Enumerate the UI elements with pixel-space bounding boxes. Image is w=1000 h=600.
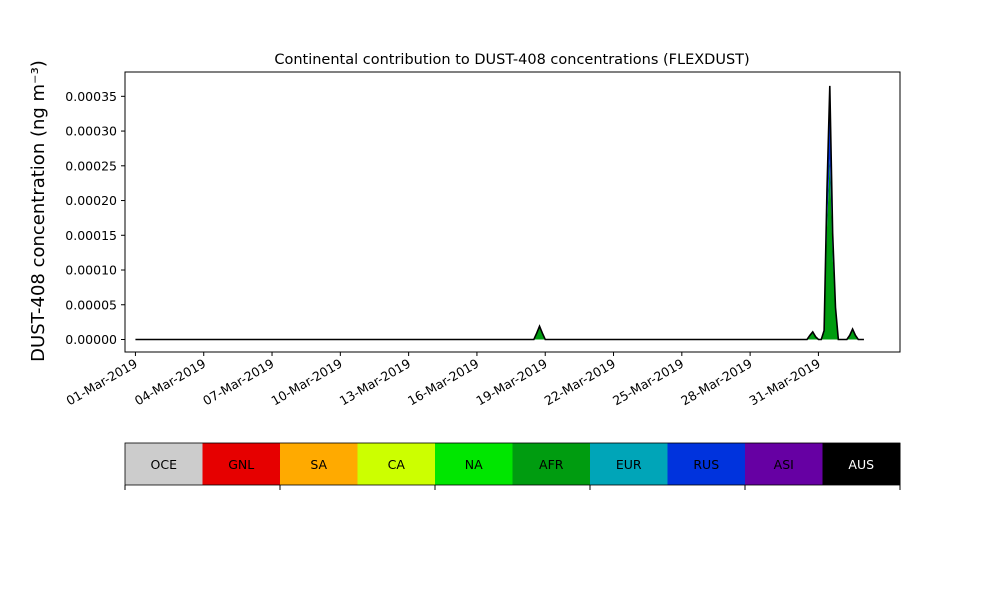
- legend-swatch-afr: [512, 443, 591, 485]
- x-tick-label: 25-Mar-2019: [610, 356, 686, 409]
- legend-label-na: NA: [465, 457, 483, 472]
- y-tick-label: 0.00025: [65, 158, 117, 173]
- legend-label-asi: ASI: [774, 457, 794, 472]
- legend-label-gnl: GNL: [228, 457, 254, 472]
- legend-label-aus: AUS: [848, 457, 874, 472]
- y-axis-label: DUST-408 concentration (ng m⁻³): [28, 60, 49, 362]
- plot-area: 0.00000 0.00005 0.00010 0.00015 0.00020 0.000…: [64, 71, 901, 409]
- legend-swatch-ca: [357, 443, 436, 485]
- legend-swatch-na: [435, 443, 513, 485]
- y-tick-label: 0.00035: [65, 89, 117, 104]
- x-tick-label: 31-Mar-2019: [747, 356, 823, 409]
- legend-swatch-aus: [822, 443, 901, 485]
- x-tick-label: 16-Mar-2019: [405, 356, 481, 409]
- legend-label-sa: SA: [310, 457, 327, 472]
- legend-label-rus: RUS: [693, 457, 719, 472]
- legend-label-oce: OCE: [151, 457, 178, 472]
- total-line: [135, 85, 864, 341]
- legend-swatch-sa: [280, 443, 358, 485]
- y-tick-label: 0.00005: [65, 297, 117, 312]
- plot-frame: [124, 71, 901, 353]
- legend-label-eur: EUR: [616, 457, 642, 472]
- x-tick-label: 10-Mar-2019: [268, 356, 344, 409]
- x-tick-label: 07-Mar-2019: [200, 356, 276, 409]
- y-tick-label: 0.00015: [65, 228, 117, 243]
- x-tick-label: 22-Mar-2019: [542, 356, 618, 409]
- y-tick-label: 0.00010: [65, 263, 117, 278]
- y-tick-label: 0.00020: [65, 193, 117, 208]
- legend-label-ca: CA: [388, 457, 406, 472]
- x-tick-label: 19-Mar-2019: [473, 356, 549, 409]
- y-tick-label: 0.00030: [65, 124, 117, 139]
- x-tick-label: 28-Mar-2019: [678, 356, 754, 409]
- series-area-rus: [135, 96, 864, 340]
- legend: OCE GNL SA CA NA AFR EUR RUS ASI AUS: [124, 442, 901, 490]
- legend-swatch-eur: [590, 443, 668, 485]
- legend-swatch-oce: [125, 443, 203, 485]
- x-tick-label: 01-Mar-2019: [64, 356, 140, 409]
- x-tick-label: 13-Mar-2019: [337, 356, 413, 409]
- legend-frame: [124, 442, 901, 486]
- chart-title: Continental contribution to DUST-408 con…: [274, 52, 749, 68]
- legend-swatch-rus: [667, 443, 746, 485]
- x-tick-label: 04-Mar-2019: [132, 356, 208, 409]
- legend-swatch-asi: [745, 443, 823, 485]
- series-area-aus: [135, 85, 864, 340]
- series-area-afr: [135, 158, 864, 340]
- legend-label-afr: AFR: [539, 457, 564, 472]
- y-tick-label: 0.00000: [65, 332, 117, 347]
- legend-swatch-gnl: [202, 443, 281, 485]
